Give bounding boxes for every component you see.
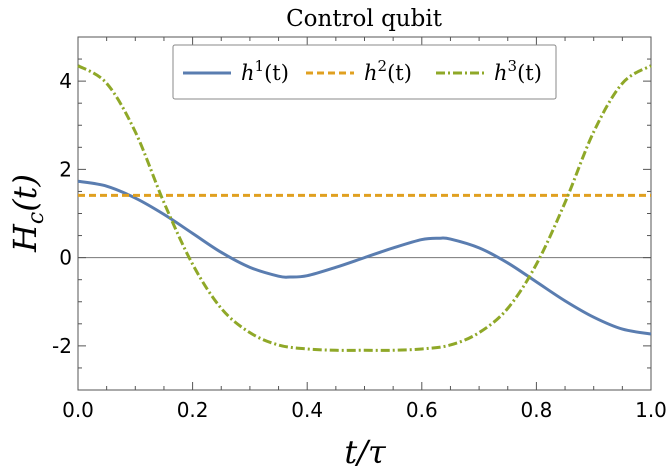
y-tick-label: 4 <box>59 69 72 93</box>
y-tick-label: 2 <box>59 157 72 181</box>
legend-item-1: h1(t) <box>183 57 289 85</box>
x-tick-label: 0.4 <box>291 398 323 422</box>
y-axis-label-text: Hc(t) <box>6 174 49 253</box>
axis-tick-labels: 0.0 0.2 0.4 0.6 0.8 1.0 -2 0 2 4 <box>52 69 667 422</box>
legend-item-3: h3(t) <box>436 57 542 85</box>
legend-label: h2(t) <box>364 57 412 85</box>
svg-text:Hc(t): Hc(t) <box>6 174 49 253</box>
chart-title: Control qubit <box>286 6 443 32</box>
legend-label: h1(t) <box>241 57 289 85</box>
series-line-1 <box>77 179 652 336</box>
legend: h1(t) h2(t) h3(t) <box>172 44 557 100</box>
y-tick-label: 0 <box>59 246 72 270</box>
series-layer <box>77 64 652 352</box>
legend-box <box>172 44 557 100</box>
axis-ticks <box>77 36 652 391</box>
x-tick-label: 0.2 <box>177 398 209 422</box>
series-line-3 <box>77 64 652 352</box>
y-tick-label: -2 <box>52 334 72 358</box>
legend-label: h3(t) <box>494 57 542 85</box>
x-axis-label: t/τ <box>344 433 387 470</box>
x-tick-label: 0.8 <box>520 398 552 422</box>
x-axis-label-text: t/τ <box>344 433 387 470</box>
x-tick-label: 0.6 <box>406 398 438 422</box>
y-axis-label: Hc(t) <box>6 174 49 253</box>
x-tick-label: 1.0 <box>635 398 667 422</box>
legend-item-2: h2(t) <box>306 57 412 85</box>
x-tick-label: 0.0 <box>62 398 94 422</box>
